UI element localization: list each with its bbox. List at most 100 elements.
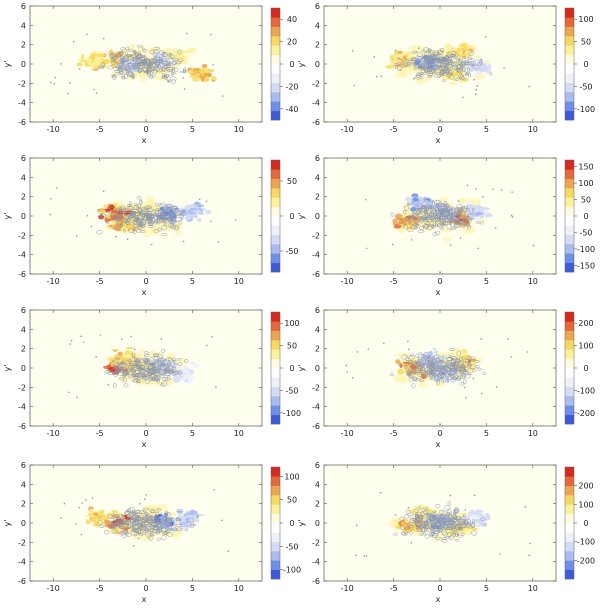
contour-mark bbox=[393, 532, 398, 536]
contour-mark bbox=[168, 368, 174, 372]
outlier-dot bbox=[213, 488, 215, 491]
outlier-dot bbox=[69, 343, 72, 345]
colorbar-segment bbox=[271, 101, 280, 111]
contour-mark bbox=[176, 524, 183, 527]
contour-mark bbox=[401, 62, 408, 68]
halo-patch bbox=[139, 348, 146, 353]
colorbar-tick-label: 50 bbox=[287, 342, 297, 351]
contour-mark bbox=[454, 361, 458, 365]
contour-mark bbox=[104, 370, 111, 374]
contour-mark bbox=[144, 351, 149, 355]
outlier-dot bbox=[432, 515, 435, 517]
colorbar-segment bbox=[565, 340, 574, 350]
contour-mark bbox=[461, 524, 467, 528]
halo-patch bbox=[139, 76, 147, 83]
y-tick-label: 2 bbox=[315, 500, 320, 509]
outlier-dot bbox=[511, 215, 514, 218]
x-axis-label: x bbox=[436, 288, 441, 297]
contour-mark bbox=[151, 75, 155, 79]
contour-mark bbox=[117, 518, 123, 522]
contour-mark bbox=[447, 218, 452, 224]
outlier-dot bbox=[167, 80, 170, 83]
contour-mark bbox=[129, 362, 134, 367]
colorbar-tick-label: -100 bbox=[283, 409, 301, 418]
contour-mark bbox=[408, 355, 415, 360]
y-tick-label: -6 bbox=[18, 118, 26, 127]
y-axis-label: y' bbox=[297, 61, 306, 68]
outlier-dot bbox=[346, 371, 348, 373]
contour-mark bbox=[473, 360, 480, 364]
contour-mark bbox=[167, 56, 174, 60]
contour-mark bbox=[464, 221, 468, 225]
plot-area bbox=[351, 36, 531, 99]
contour-mark bbox=[390, 373, 394, 376]
x-axis-label: x bbox=[142, 595, 147, 604]
contour-mark bbox=[442, 379, 446, 383]
contour-mark bbox=[138, 376, 143, 380]
outlier-dot bbox=[423, 364, 426, 367]
y-tick-label: 0 bbox=[21, 364, 26, 373]
outlier-dot bbox=[154, 378, 157, 381]
contour-mark bbox=[169, 209, 173, 213]
contour-mark bbox=[443, 201, 448, 206]
contour-mark bbox=[447, 501, 451, 506]
contour-mark bbox=[149, 357, 154, 361]
contour-mark bbox=[162, 67, 165, 72]
halo-patch bbox=[418, 382, 429, 388]
colorbar-segment bbox=[271, 495, 280, 505]
contour-mark bbox=[414, 59, 421, 64]
contour-mark bbox=[444, 213, 451, 217]
x-tick-label: 10 bbox=[234, 125, 244, 134]
contour-mark bbox=[455, 538, 460, 542]
colorbar-segment bbox=[565, 225, 574, 235]
contour-mark bbox=[167, 374, 170, 379]
contour-mark bbox=[439, 510, 445, 514]
y-tick-label: 6 bbox=[315, 461, 320, 470]
contour-mark bbox=[125, 46, 130, 51]
halo-patch bbox=[155, 352, 165, 358]
contour-mark bbox=[150, 510, 155, 513]
contour-mark bbox=[449, 374, 455, 378]
contour-mark bbox=[116, 63, 124, 68]
outlier-dot bbox=[95, 92, 98, 95]
colorbar-tick-label: 100 bbox=[578, 15, 593, 24]
contour-mark bbox=[417, 229, 425, 233]
density-patch bbox=[464, 527, 468, 532]
contour-mark bbox=[444, 504, 451, 510]
contour-mark bbox=[414, 371, 418, 375]
contour-mark bbox=[429, 532, 432, 536]
outlier-dot bbox=[484, 36, 487, 38]
contour-mark bbox=[162, 520, 170, 526]
contour-mark bbox=[428, 515, 433, 521]
contour-mark bbox=[154, 516, 159, 520]
outlier-dot bbox=[196, 202, 198, 204]
contour-mark bbox=[461, 374, 467, 379]
contour-mark bbox=[131, 368, 136, 373]
contour-mark bbox=[420, 512, 426, 516]
outlier-dot bbox=[528, 554, 530, 557]
contour-mark bbox=[422, 526, 429, 532]
contour-mark bbox=[118, 51, 124, 56]
contour-mark bbox=[161, 531, 167, 535]
outlier-dot bbox=[465, 397, 467, 399]
y-tick-label: 0 bbox=[21, 60, 26, 69]
contour-mark bbox=[139, 199, 143, 204]
contour-mark bbox=[130, 210, 136, 213]
outlier-dot bbox=[138, 533, 140, 535]
outlier-dot bbox=[137, 537, 140, 540]
contour-mark bbox=[150, 58, 155, 61]
colorbar-tick-label: -50 bbox=[579, 82, 592, 91]
contour-mark bbox=[408, 524, 414, 528]
contour-mark bbox=[149, 378, 154, 381]
contour-mark bbox=[113, 66, 120, 72]
contour-mark bbox=[442, 517, 449, 522]
contour-mark bbox=[136, 509, 141, 514]
contour-mark bbox=[116, 524, 124, 528]
density-patch bbox=[106, 214, 111, 219]
contour-mark bbox=[143, 205, 149, 211]
contour-mark bbox=[131, 514, 138, 521]
contour-mark bbox=[472, 64, 480, 70]
contour-mark bbox=[443, 57, 447, 63]
contour-mark bbox=[147, 367, 153, 371]
